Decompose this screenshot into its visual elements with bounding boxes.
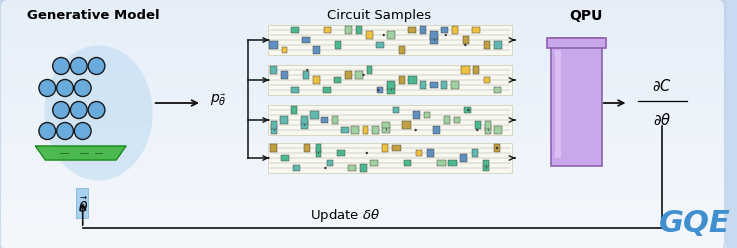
FancyBboxPatch shape [483,165,489,171]
Bar [0,43,726,50]
Bar [0,12,726,19]
Bar [0,124,726,130]
FancyBboxPatch shape [495,126,502,134]
Circle shape [57,123,74,139]
FancyBboxPatch shape [281,155,289,161]
FancyBboxPatch shape [281,71,288,79]
Text: Generative Model: Generative Model [27,9,160,23]
FancyBboxPatch shape [270,121,277,129]
FancyBboxPatch shape [345,27,352,33]
FancyBboxPatch shape [355,71,363,79]
FancyBboxPatch shape [483,160,489,166]
FancyBboxPatch shape [452,27,458,33]
FancyBboxPatch shape [495,87,500,93]
FancyBboxPatch shape [301,122,308,128]
FancyBboxPatch shape [363,126,368,134]
FancyBboxPatch shape [291,106,297,114]
Text: GQE: GQE [659,209,730,238]
Bar [0,56,726,62]
Bar [0,205,726,211]
FancyBboxPatch shape [383,144,388,152]
Bar [0,180,726,186]
FancyBboxPatch shape [461,66,470,74]
FancyBboxPatch shape [291,27,299,33]
Bar [0,155,726,161]
Bar [0,50,726,56]
Bar [0,25,726,31]
FancyBboxPatch shape [424,112,430,118]
FancyBboxPatch shape [430,36,438,44]
FancyBboxPatch shape [367,66,372,74]
FancyBboxPatch shape [377,87,383,93]
Circle shape [57,80,74,96]
Circle shape [71,101,87,119]
FancyBboxPatch shape [441,27,447,33]
FancyBboxPatch shape [547,38,606,48]
FancyBboxPatch shape [268,105,512,135]
FancyBboxPatch shape [326,160,332,166]
Bar [0,112,726,118]
FancyBboxPatch shape [430,31,438,39]
FancyBboxPatch shape [303,71,309,79]
Circle shape [476,129,478,131]
FancyBboxPatch shape [408,27,416,33]
Bar [0,198,726,205]
FancyBboxPatch shape [451,81,458,89]
Bar [0,93,726,99]
Bar [0,130,726,136]
FancyBboxPatch shape [472,27,481,33]
Bar [0,62,726,68]
FancyBboxPatch shape [366,31,373,38]
Bar [0,87,726,93]
Bar [0,217,726,223]
Circle shape [39,123,56,139]
FancyBboxPatch shape [392,145,401,151]
Circle shape [383,34,385,36]
FancyBboxPatch shape [301,117,308,124]
FancyBboxPatch shape [76,188,88,218]
FancyBboxPatch shape [413,111,420,119]
Text: $\partial C$: $\partial C$ [652,78,671,94]
Bar [0,99,726,105]
FancyBboxPatch shape [312,76,320,84]
FancyBboxPatch shape [382,122,391,128]
FancyBboxPatch shape [323,87,332,93]
FancyBboxPatch shape [387,81,396,89]
Text: $\vec{\theta}$: $\vec{\theta}$ [77,196,88,216]
FancyBboxPatch shape [382,127,391,133]
FancyBboxPatch shape [324,27,331,33]
FancyBboxPatch shape [444,116,450,124]
Circle shape [88,58,105,74]
FancyBboxPatch shape [554,50,562,158]
FancyBboxPatch shape [332,116,338,124]
FancyBboxPatch shape [268,143,512,173]
FancyBboxPatch shape [408,76,416,84]
FancyBboxPatch shape [341,127,349,133]
Bar [0,31,726,37]
FancyBboxPatch shape [313,46,320,54]
Circle shape [363,74,365,76]
Bar [0,136,726,143]
FancyBboxPatch shape [551,38,602,166]
FancyBboxPatch shape [419,81,427,89]
Circle shape [366,152,368,154]
FancyBboxPatch shape [402,121,411,129]
FancyBboxPatch shape [321,117,329,123]
Circle shape [39,80,56,96]
Bar [0,211,726,217]
FancyBboxPatch shape [472,149,478,157]
FancyBboxPatch shape [270,41,278,49]
Bar [0,37,726,43]
Text: Update $\delta\theta$: Update $\delta\theta$ [310,208,380,224]
Polygon shape [35,146,126,160]
FancyBboxPatch shape [268,25,512,55]
Bar [0,161,726,167]
Circle shape [306,69,309,71]
FancyBboxPatch shape [483,41,490,49]
Bar [0,0,726,6]
FancyBboxPatch shape [345,71,352,79]
Circle shape [444,34,447,36]
FancyBboxPatch shape [464,107,470,113]
Bar [0,143,726,149]
